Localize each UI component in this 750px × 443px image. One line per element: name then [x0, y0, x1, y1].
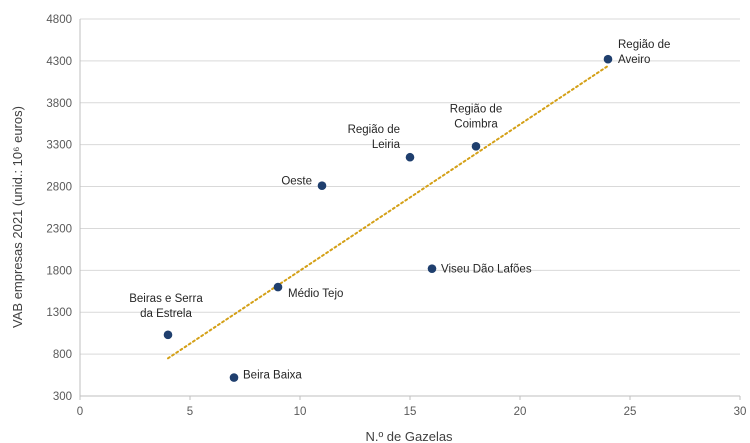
y-axis-title: VAB empresas 2021 (unid.: 10⁶ euros): [10, 106, 25, 328]
data-label-line: Beiras e Serra: [129, 293, 203, 305]
data-point: [273, 282, 283, 292]
x-axis-title: N.º de Gazelas: [365, 429, 453, 443]
data-label-line: Beira Baixa: [243, 370, 302, 382]
y-tick-label: 3300: [46, 140, 72, 152]
y-tick-label: 4800: [46, 14, 72, 26]
data-point: [427, 264, 437, 273]
data-label-line: Oeste: [281, 176, 312, 188]
data-label-line: Região de: [450, 103, 502, 115]
data-label-line: da Estrela: [140, 308, 192, 320]
data-label: Médio Tejo: [288, 288, 343, 300]
grid-lines: [80, 18, 740, 355]
data-label: Beiras e Serra da Estrela: [129, 293, 203, 320]
y-tick-label: 3800: [46, 98, 72, 110]
data-point: [471, 142, 481, 151]
data-point: [229, 373, 239, 382]
trendline-group: [167, 64, 609, 360]
x-tick-label: 20: [514, 406, 527, 418]
data-point: [317, 181, 327, 191]
data-points: [163, 54, 613, 382]
y-axis-ticks: 300 800 1300 1800 2300 2800 3300 3800 4300 4800: [46, 14, 72, 403]
x-tick-label: 25: [624, 406, 637, 418]
x-tick-label: 30: [734, 406, 747, 418]
x-tick-label: 15: [404, 406, 417, 418]
data-label-line: Leiria: [372, 139, 401, 151]
x-tick-label: 10: [294, 406, 307, 418]
data-point: [163, 330, 173, 340]
data-label-line: Região de: [618, 39, 670, 51]
y-tick-label: 800: [53, 349, 72, 361]
y-tick-label: 300: [53, 391, 72, 403]
data-label: Região de Coimbra: [450, 103, 502, 130]
y-tick-label: 2800: [46, 182, 72, 194]
y-tick-label: 1800: [46, 265, 72, 277]
data-point: [603, 54, 613, 64]
data-label: Oeste: [281, 176, 312, 188]
data-label-line: Aveiro: [618, 54, 650, 66]
data-label: Região de Aveiro: [618, 39, 670, 66]
data-label: Beira Baixa: [243, 370, 302, 382]
y-tick-label: 2300: [46, 223, 72, 235]
data-label: Viseu Dão Lafões: [441, 264, 532, 276]
y-tick-label: 1300: [46, 307, 72, 319]
data-label: Região de Leiria: [348, 124, 401, 151]
data-label-line: Região de: [348, 124, 400, 136]
x-tick-label: 5: [187, 406, 193, 418]
axes: [79, 19, 741, 400]
trendline: [167, 64, 609, 360]
data-label-line: Viseu Dão Lafões: [441, 264, 532, 276]
data-label-line: Coimbra: [454, 118, 498, 130]
x-axis-ticks: 0 5 10 15 20 25 30: [77, 406, 747, 418]
data-label-line: Médio Tejo: [288, 288, 343, 300]
x-tick-label: 0: [77, 406, 83, 418]
y-tick-label: 4300: [46, 56, 72, 68]
data-point: [405, 152, 415, 162]
